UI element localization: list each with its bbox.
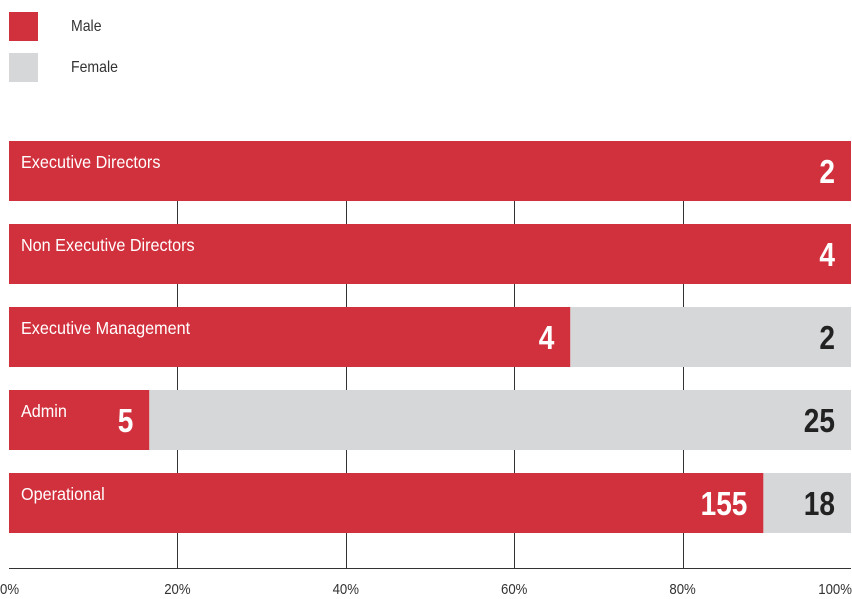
legend-item-female: Female [9, 53, 209, 83]
bar-value-male-2: 4 [539, 320, 555, 357]
bar-female-2 [570, 307, 851, 367]
bar-female-4 [763, 473, 851, 533]
bar-male-2 [9, 307, 571, 367]
x-tick-label-1: 20% [164, 580, 191, 597]
bar-value-female-2: 2 [819, 320, 835, 357]
legend-label-male: Male [71, 18, 102, 35]
x-tick-label-4: 80% [669, 580, 696, 597]
bar-label-3: Admin [21, 401, 67, 421]
bar-value-male-3: 5 [118, 403, 134, 440]
legend-swatch-female [9, 53, 38, 82]
bar-female-3 [149, 390, 852, 450]
bar-label-0: Executive Directors [21, 152, 160, 172]
legend-label-female: Female [71, 59, 118, 76]
legend-item-male: Male [9, 12, 209, 42]
x-tick-label-2: 40% [333, 580, 360, 597]
legend-swatch-male [9, 12, 38, 41]
bar-label-2: Executive Management [21, 318, 190, 338]
bar-value-female-4: 18 [804, 486, 835, 523]
bar-male-3 [9, 390, 150, 450]
bar-male-0 [9, 141, 851, 201]
bar-value-male-0: 2 [819, 154, 835, 191]
bar-value-male-4: 155 [701, 486, 748, 523]
x-tick-label-0: 0% [0, 580, 19, 597]
x-tick-label-5: 100% [818, 580, 852, 597]
bar-label-4: Operational [21, 484, 105, 504]
bar-value-female-3: 25 [804, 403, 835, 440]
x-tick-label-3: 60% [501, 580, 528, 597]
bar-male-1 [9, 224, 851, 284]
bar-value-male-1: 4 [819, 237, 835, 274]
bar-male-4 [9, 473, 764, 533]
bar-label-1: Non Executive Directors [21, 235, 195, 255]
